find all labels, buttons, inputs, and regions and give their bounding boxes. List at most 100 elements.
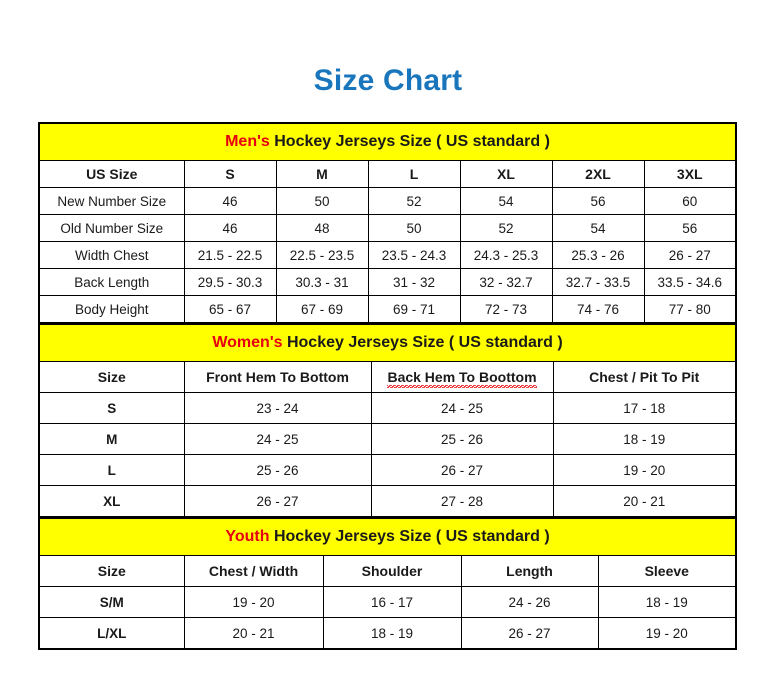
womens-row-2-val-0: 25 - 26	[183, 454, 372, 486]
youth-section-band: Youth Hockey Jerseys Size ( US standard …	[39, 517, 737, 556]
womens-row-2-val-1: 26 - 27	[370, 454, 554, 486]
page-title: Size Chart	[313, 64, 463, 97]
mens-row-3-label: Back Length	[38, 268, 185, 296]
mens-col-2: M	[275, 160, 369, 188]
table-row: Back Length 29.5 - 30.3 30.3 - 31 31 - 3…	[38, 268, 737, 296]
youth-band-cell: Youth Hockey Jerseys Size ( US standard …	[39, 517, 737, 556]
mens-row-2-val-3: 24.3 - 25.3	[459, 241, 553, 269]
mens-row-0-val-5: 60	[643, 187, 737, 215]
youth-size-table: Youth Hockey Jerseys Size ( US standard …	[38, 517, 738, 650]
womens-col-3: Chest / Pit To Pit	[552, 361, 737, 393]
mens-row-3-val-1: 30.3 - 31	[275, 268, 369, 296]
womens-row-1-val-0: 24 - 25	[183, 423, 372, 455]
table-row: L/XL 20 - 21 18 - 19 26 - 27 19 - 20	[38, 617, 737, 650]
womens-band-cell: Women's Hockey Jerseys Size ( US standar…	[39, 323, 736, 362]
womens-band-rest: Hockey Jerseys Size ( US standard )	[282, 334, 563, 351]
youth-col-3: Length	[460, 555, 599, 587]
mens-col-4: XL	[459, 160, 553, 188]
table-row: S/M 19 - 20 16 - 17 24 - 26 18 - 19	[38, 586, 737, 618]
mens-row-2-val-1: 22.5 - 23.5	[275, 241, 369, 269]
mens-row-1-val-2: 50	[367, 214, 461, 242]
mens-col-6: 3XL	[643, 160, 737, 188]
mens-row-4-label: Body Height	[38, 295, 185, 323]
mens-row-4-val-1: 67 - 69	[275, 295, 369, 323]
mens-row-1-label: Old Number Size	[38, 214, 185, 242]
womens-row-1-val-1: 25 - 26	[370, 423, 554, 455]
mens-row-3-val-4: 32.7 - 33.5	[551, 268, 645, 296]
mens-row-3-val-0: 29.5 - 30.3	[183, 268, 277, 296]
mens-col-5: 2XL	[551, 160, 645, 188]
womens-col-2: Back Hem To Boottom	[370, 361, 554, 393]
womens-col-0: Size	[38, 361, 185, 393]
size-chart-tables: Men's Hockey Jerseys Size ( US standard …	[38, 122, 738, 650]
mens-row-0-val-0: 46	[183, 187, 277, 215]
youth-row-1-val-3: 19 - 20	[597, 617, 737, 650]
mens-band-cell: Men's Hockey Jerseys Size ( US standard …	[39, 122, 737, 161]
youth-col-2: Shoulder	[322, 555, 462, 587]
womens-row-3-label: XL	[38, 485, 185, 517]
mens-row-3-val-3: 32 - 32.7	[459, 268, 553, 296]
table-row: L 25 - 26 26 - 27 19 - 20	[38, 454, 737, 486]
mens-row-0-val-1: 50	[275, 187, 369, 215]
youth-col-1: Chest / Width	[183, 555, 324, 587]
table-row: Width Chest 21.5 - 22.5 22.5 - 23.5 23.5…	[38, 241, 737, 269]
mens-row-2-val-4: 25.3 - 26	[551, 241, 645, 269]
mens-row-3-val-5: 33.5 - 34.6	[643, 268, 737, 296]
mens-row-4-val-0: 65 - 67	[183, 295, 277, 323]
womens-size-table: Women's Hockey Jerseys Size ( US standar…	[38, 323, 737, 517]
table-row: XL 26 - 27 27 - 28 20 - 21	[38, 485, 737, 517]
mens-row-1-val-1: 48	[275, 214, 369, 242]
table-row: M 24 - 25 25 - 26 18 - 19	[38, 423, 737, 455]
youth-row-1-val-1: 18 - 19	[322, 617, 462, 650]
womens-row-0-val-0: 23 - 24	[183, 392, 372, 424]
womens-row-1-val-2: 18 - 19	[552, 423, 737, 455]
mens-row-1-val-4: 54	[551, 214, 645, 242]
mens-row-2-label: Width Chest	[38, 241, 185, 269]
mens-row-4-val-5: 77 - 80	[643, 295, 737, 323]
mens-band-accent: Men's	[225, 133, 270, 150]
youth-band-accent: Youth	[225, 528, 270, 545]
youth-row-1-val-2: 26 - 27	[460, 617, 599, 650]
womens-row-0-val-2: 17 - 18	[552, 392, 737, 424]
table-row: S 23 - 24 24 - 25 17 - 18	[38, 392, 737, 424]
youth-row-1-val-0: 20 - 21	[183, 617, 324, 650]
womens-row-3-val-2: 20 - 21	[552, 485, 737, 517]
mens-col-3: L	[367, 160, 461, 188]
youth-band-rest: Hockey Jerseys Size ( US standard )	[269, 528, 550, 545]
mens-row-4-val-4: 74 - 76	[551, 295, 645, 323]
mens-row-2-val-0: 21.5 - 22.5	[183, 241, 277, 269]
youth-row-0-label: S/M	[38, 586, 185, 618]
table-row: Old Number Size 46 48 50 52 54 56	[38, 214, 737, 242]
womens-band-accent: Women's	[212, 334, 283, 351]
womens-row-2-label: L	[38, 454, 185, 486]
mens-row-3-val-2: 31 - 32	[367, 268, 461, 296]
mens-row-0-val-4: 56	[551, 187, 645, 215]
mens-row-0-label: New Number Size	[38, 187, 185, 215]
womens-row-1-label: M	[38, 423, 185, 455]
mens-row-4-val-2: 69 - 71	[367, 295, 461, 323]
table-row: New Number Size 46 50 52 54 56 60	[38, 187, 737, 215]
mens-band-rest: Hockey Jerseys Size ( US standard )	[269, 133, 550, 150]
youth-row-0-val-3: 18 - 19	[597, 586, 737, 618]
mens-col-0: US Size	[38, 160, 185, 188]
womens-row-2-val-2: 19 - 20	[552, 454, 737, 486]
mens-row-2-val-5: 26 - 27	[643, 241, 737, 269]
mens-row-1-val-3: 52	[459, 214, 553, 242]
womens-section-band: Women's Hockey Jerseys Size ( US standar…	[39, 323, 736, 362]
womens-row-0-val-1: 24 - 25	[370, 392, 554, 424]
mens-row-0-val-3: 54	[459, 187, 553, 215]
youth-row-1-label: L/XL	[38, 617, 185, 650]
youth-col-0: Size	[38, 555, 185, 587]
womens-column-header-row: Size Front Hem To Bottom Back Hem To Boo…	[38, 361, 737, 393]
youth-col-4: Sleeve	[597, 555, 737, 587]
womens-col-1: Front Hem To Bottom	[183, 361, 372, 393]
youth-row-0-val-1: 16 - 17	[322, 586, 462, 618]
womens-row-3-val-0: 26 - 27	[183, 485, 372, 517]
mens-row-0-val-2: 52	[367, 187, 461, 215]
table-row: Body Height 65 - 67 67 - 69 69 - 71 72 -…	[38, 295, 737, 323]
youth-column-header-row: Size Chest / Width Shoulder Length Sleev…	[38, 555, 737, 587]
youth-row-0-val-2: 24 - 26	[460, 586, 599, 618]
mens-row-2-val-2: 23.5 - 24.3	[367, 241, 461, 269]
mens-row-1-val-0: 46	[183, 214, 277, 242]
